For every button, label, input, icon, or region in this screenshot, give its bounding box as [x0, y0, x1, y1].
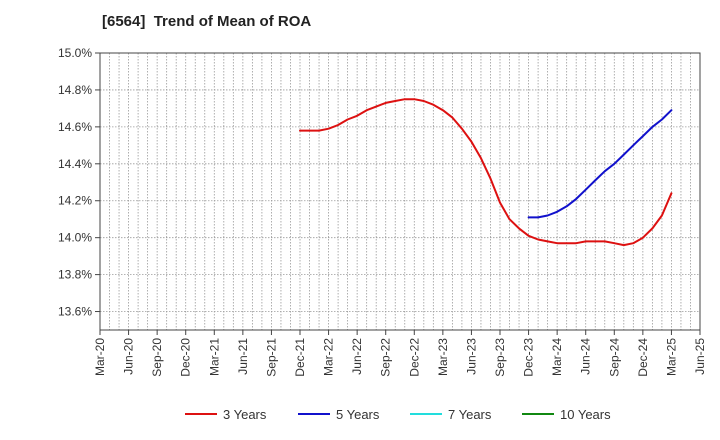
x-tick-label: Dec-21 [293, 338, 307, 377]
x-tick-label: Dec-22 [407, 338, 421, 377]
x-tick-label: Mar-20 [93, 338, 107, 376]
x-tick-label: Jun-25 [693, 338, 707, 375]
x-tick-label: Dec-24 [636, 338, 650, 377]
x-tick-label: Jun-21 [236, 338, 250, 375]
series-line-5-years [527, 109, 673, 219]
x-tick-label: Sep-22 [379, 338, 393, 377]
legend: 3 Years 5 Years 7 Years 10 Years [185, 407, 611, 422]
x-tick-label: Mar-22 [322, 338, 336, 376]
x-tick-label: Mar-21 [207, 338, 221, 376]
x-tick-label: Sep-24 [607, 338, 621, 377]
legend-label-7-years: 7 Years [448, 407, 492, 422]
y-tick-label: 14.4% [58, 157, 92, 171]
x-tick-label: Mar-25 [664, 338, 678, 376]
plot-frame [99, 52, 701, 331]
x-tick-label: Dec-23 [522, 338, 536, 377]
x-tick-label: Jun-20 [122, 338, 136, 375]
series-lines [299, 98, 673, 247]
x-tick-label: Sep-21 [264, 338, 278, 377]
series-line-3-years [299, 98, 673, 247]
y-tick-label: 14.0% [58, 231, 92, 245]
x-tick-label: Jun-22 [350, 338, 364, 375]
legend-label-5-years: 5 Years [336, 407, 380, 422]
x-tick-label: Mar-24 [550, 338, 564, 376]
y-axis: 13.6% 13.8% 14.0% 14.2% 14.4% 14.6% 14.8% 15.0% [58, 46, 100, 319]
x-tick-label: Dec-20 [179, 338, 193, 377]
x-tick-label: Sep-23 [493, 338, 507, 377]
x-tick-label: Jun-24 [579, 338, 593, 375]
x-tick-label: Sep-20 [150, 338, 164, 377]
legend-label-10-years: 10 Years [560, 407, 611, 422]
y-tick-label: 14.2% [58, 194, 92, 208]
grid-lines [100, 52, 700, 330]
x-axis: Mar-20 Jun-20 Sep-20 Dec-20 Mar-21 Jun-21 Sep-… [93, 330, 707, 377]
legend-label-3-years: 3 Years [223, 407, 267, 422]
y-tick-label: 14.6% [58, 120, 92, 134]
y-tick-label: 14.8% [58, 83, 92, 97]
y-tick-label: 15.0% [58, 46, 92, 60]
x-tick-label: Jun-23 [464, 338, 478, 375]
y-tick-label: 13.6% [58, 305, 92, 319]
chart-title: [6564] Trend of Mean of ROA [102, 13, 312, 30]
y-tick-label: 13.8% [58, 268, 92, 282]
x-tick-label: Mar-23 [436, 338, 450, 376]
